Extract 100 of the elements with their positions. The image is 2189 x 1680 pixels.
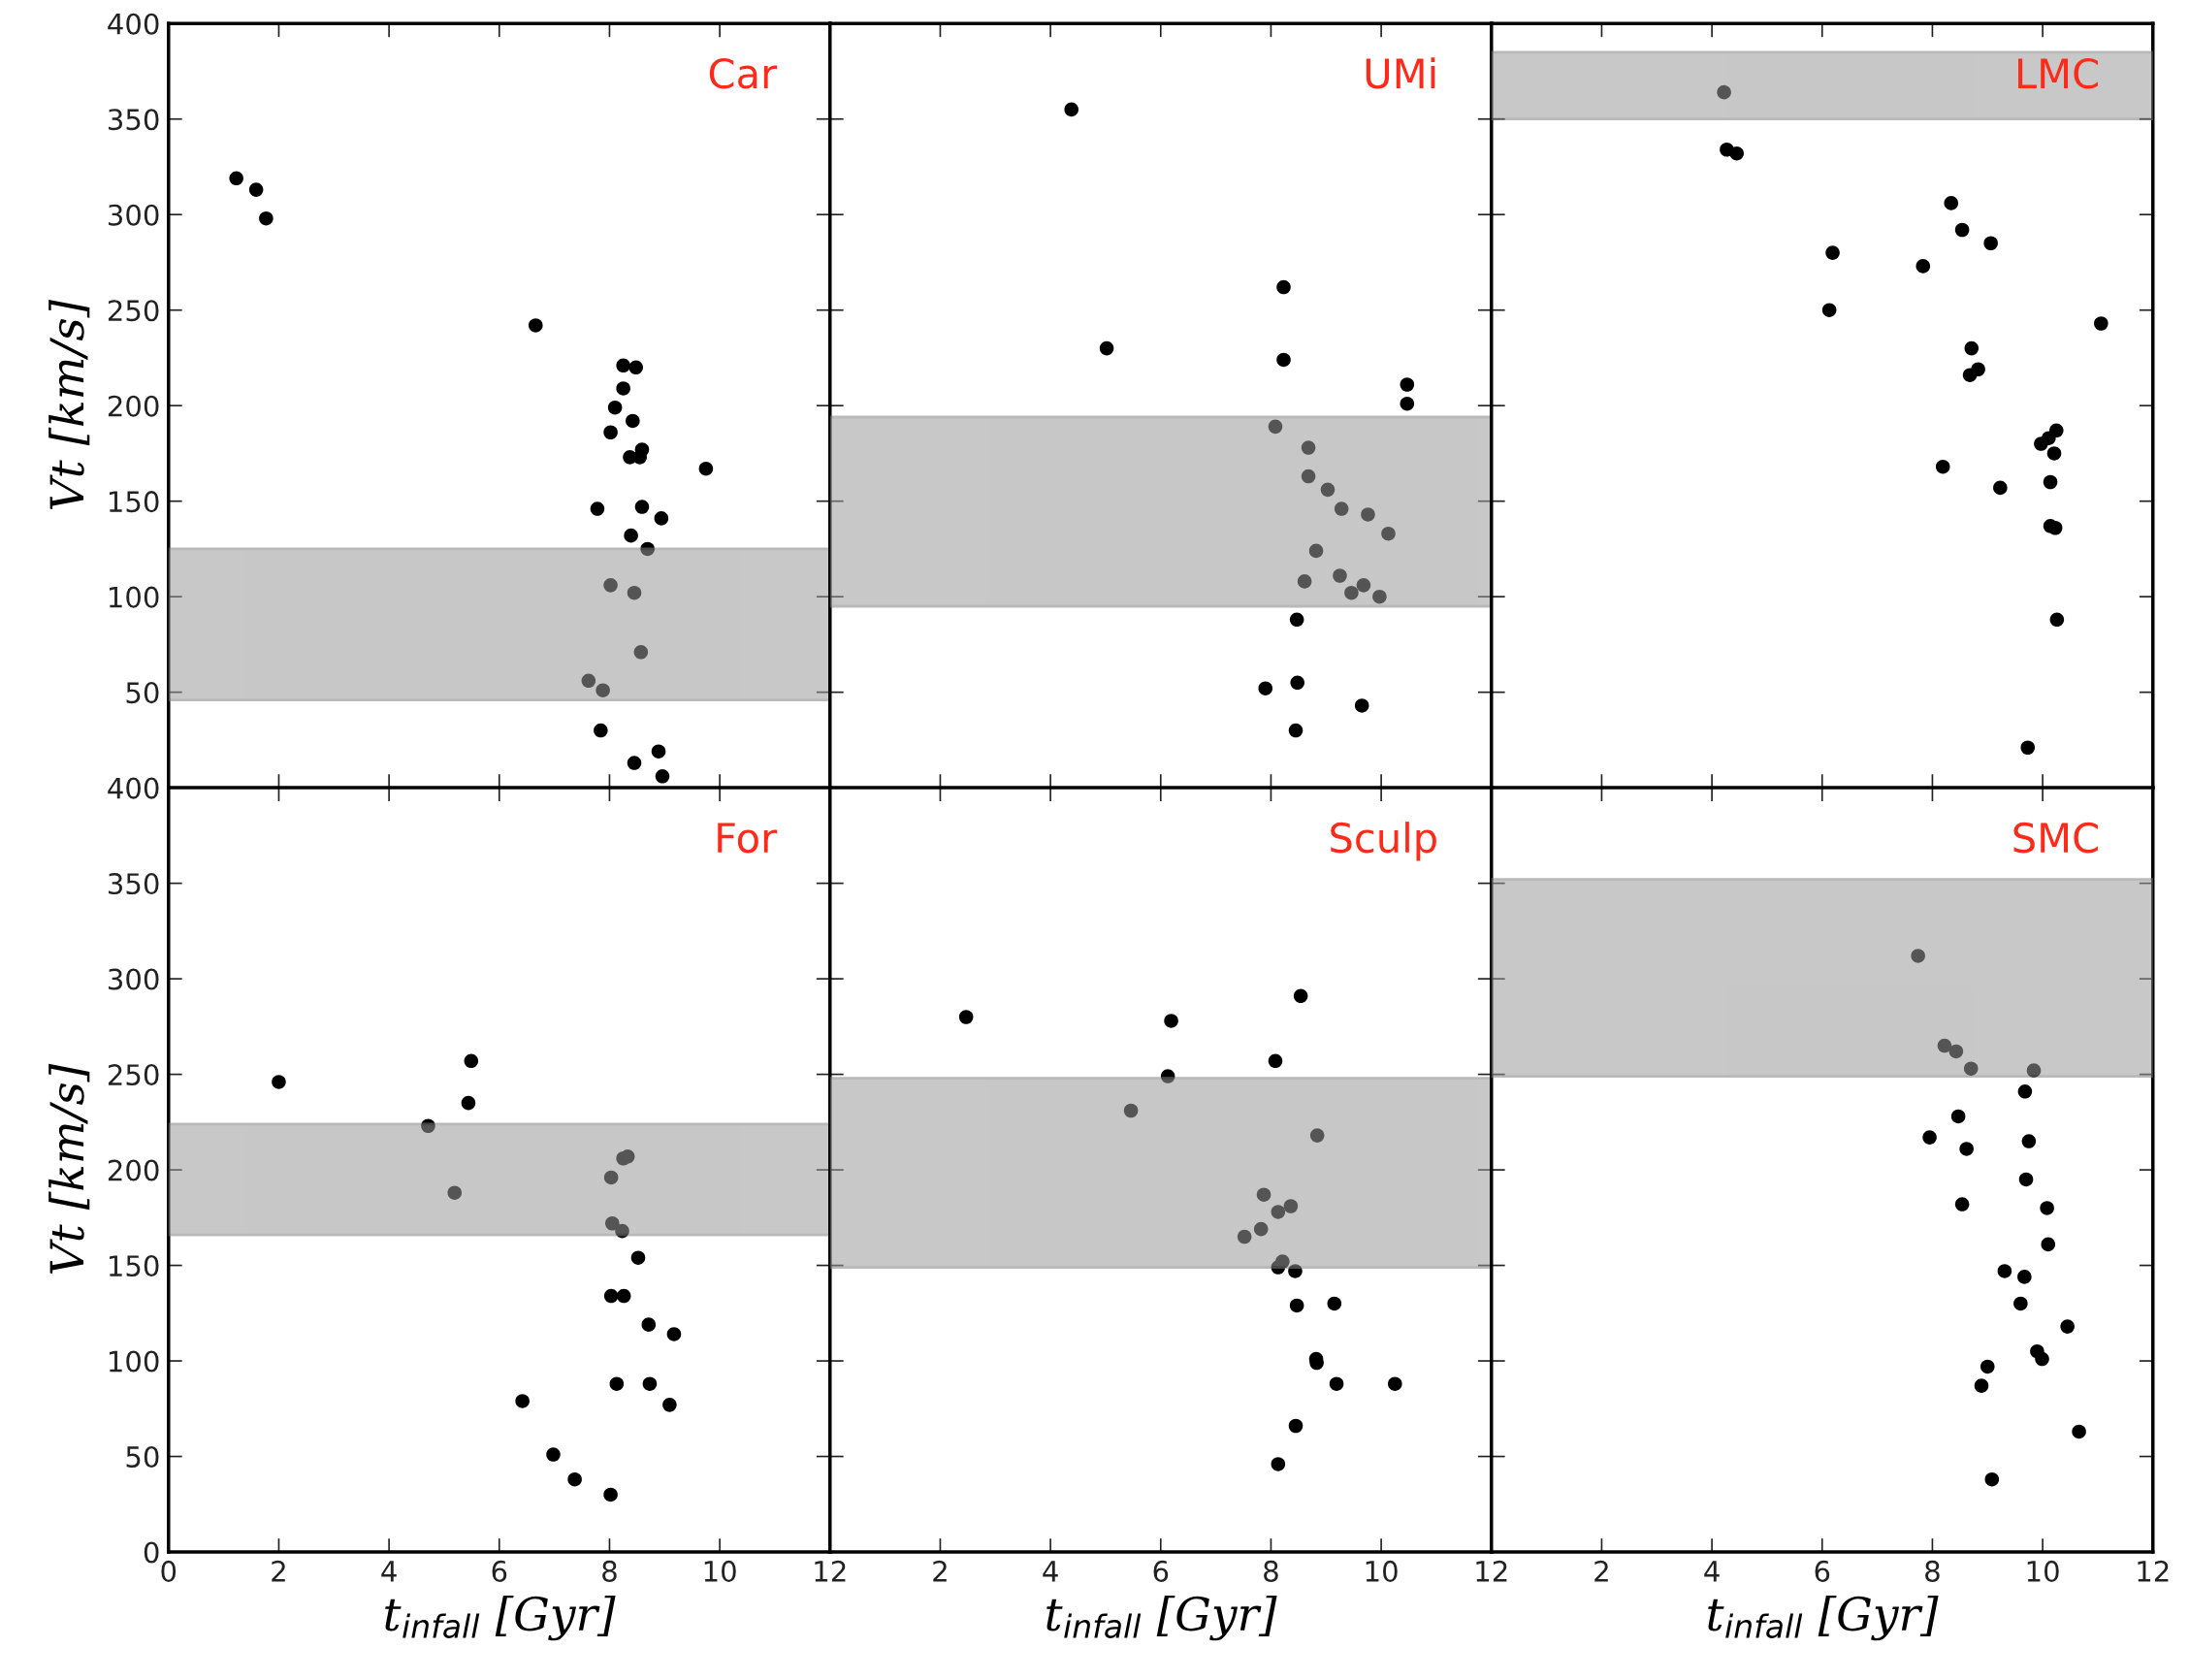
point [2060, 1319, 2075, 1334]
point [958, 1010, 974, 1024]
point [615, 1223, 629, 1239]
point [1276, 352, 1291, 368]
point [603, 1288, 619, 1304]
point [1922, 1130, 1937, 1145]
point [2049, 612, 2065, 628]
x-tick-label: 8 [1925, 1560, 1940, 1582]
y-tick-label: 200 [108, 1159, 159, 1181]
y-tick-label: 100 [109, 586, 159, 608]
point [2046, 446, 2062, 461]
point [640, 541, 655, 557]
y-tick-label: 150 [109, 491, 159, 513]
x-tick-label: 12 [2138, 1560, 2169, 1582]
point [605, 1215, 620, 1231]
point [1099, 340, 1114, 356]
point [1944, 196, 1959, 210]
point [627, 585, 642, 600]
point [1160, 1069, 1175, 1083]
x-tick-label: 10 [2027, 1560, 2059, 1582]
point [626, 413, 640, 429]
point [616, 358, 630, 373]
point [1915, 259, 1931, 274]
x-tick-label: 6 [1153, 1560, 1169, 1582]
point [1123, 1103, 1139, 1118]
point [461, 1095, 476, 1111]
point [1297, 574, 1312, 589]
point [616, 381, 630, 396]
point [1963, 1061, 1979, 1076]
point [2072, 1424, 2086, 1439]
point [1997, 1264, 2012, 1278]
point [596, 683, 610, 697]
point [655, 769, 670, 784]
y-tick-label: 400 [108, 777, 159, 799]
x-axis-title: t$_{infall}$ [Gyr] [1708, 1595, 1939, 1641]
text: For [718, 823, 778, 854]
point [2047, 520, 2063, 535]
x-tick-label: 12 [815, 1560, 846, 1582]
point [1825, 245, 1840, 260]
point [1333, 568, 1347, 583]
point [1256, 1187, 1272, 1202]
point [641, 1317, 657, 1332]
point [2013, 1296, 2028, 1311]
x-tick-label: 2 [933, 1560, 947, 1582]
point [594, 723, 608, 738]
point [1288, 1418, 1304, 1434]
x-tick-label: 0 [161, 1560, 177, 1582]
point [1821, 303, 1837, 317]
point [421, 1118, 435, 1134]
point [2020, 740, 2036, 756]
x-tick-label: 10 [704, 1560, 736, 1582]
x-tick-label: 4 [381, 1561, 397, 1582]
point [1984, 1471, 2000, 1487]
point [603, 1170, 619, 1185]
point [1288, 1264, 1303, 1278]
point [654, 511, 669, 526]
point [662, 1398, 677, 1412]
point [1271, 1260, 1286, 1275]
y-tick-label: 50 [126, 1445, 159, 1469]
point [2040, 1201, 2054, 1215]
x-tick-label: 4 [1043, 1561, 1058, 1582]
point [607, 400, 623, 415]
x-tick-label: 8 [602, 1560, 617, 1582]
point [642, 1376, 658, 1391]
point [581, 673, 596, 689]
point [1717, 84, 1731, 100]
point [632, 450, 647, 465]
point [603, 578, 618, 593]
point [515, 1394, 530, 1408]
y-tick-label: 250 [108, 1064, 159, 1086]
text: LMC [2018, 57, 2098, 89]
point [1164, 1014, 1178, 1028]
point [447, 1185, 463, 1200]
point [2043, 474, 2058, 490]
point [2094, 316, 2109, 331]
point [1237, 1229, 1252, 1244]
point [698, 461, 714, 476]
x-tick-label: 8 [1264, 1560, 1278, 1582]
point [2017, 1270, 2032, 1284]
point [1271, 1205, 1286, 1219]
point [1276, 279, 1291, 295]
x-tick-label: 2 [1594, 1560, 1608, 1582]
point [1301, 468, 1316, 484]
point [616, 1288, 631, 1304]
point [1258, 681, 1273, 695]
y-tick-label: 400 [108, 13, 159, 35]
point [633, 645, 649, 660]
point [628, 360, 644, 375]
x-tick-label: 6 [1815, 1560, 1830, 1582]
point [590, 501, 605, 516]
y-tick-label: 50 [126, 682, 159, 704]
point [1293, 988, 1308, 1004]
point [1329, 1376, 1344, 1391]
point [2035, 1351, 2049, 1367]
point [248, 182, 264, 197]
point [1964, 340, 1980, 356]
point [1334, 501, 1349, 516]
point [1268, 419, 1283, 435]
point [1954, 222, 1970, 238]
x-axis-title: t$_{infall}$ [Gyr] [1046, 1595, 1277, 1641]
